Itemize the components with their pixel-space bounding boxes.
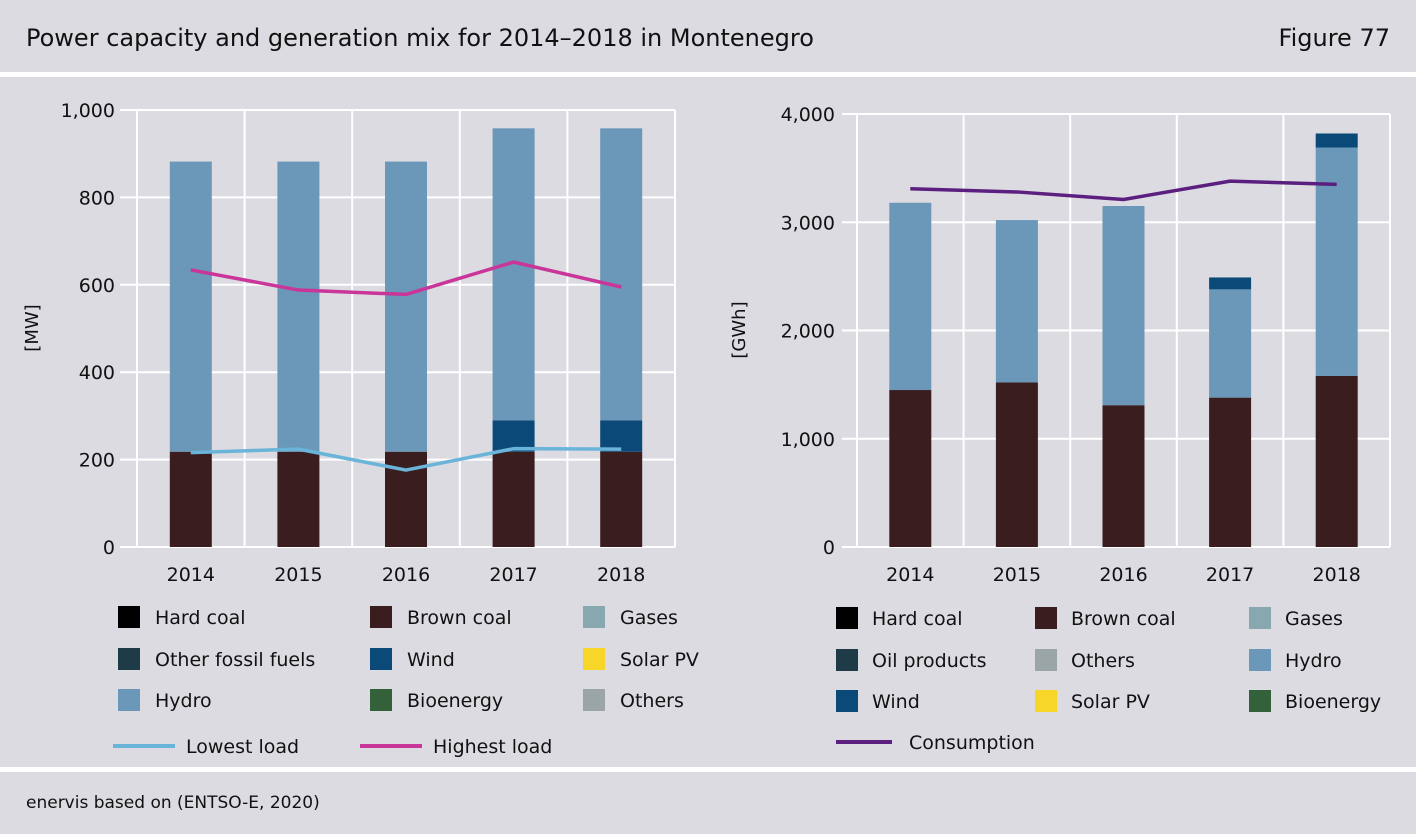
- legend-swatch-brown-coal: [1035, 607, 1057, 629]
- y-axis-label: [MW]: [22, 304, 43, 351]
- y-tick-label: 600: [79, 275, 115, 297]
- y-axis-label: [GWh]: [729, 301, 750, 358]
- y-tick-label: 1,000: [781, 429, 835, 451]
- bar-wind-2017: [1209, 277, 1252, 290]
- bar-brown-coal-2015: [995, 382, 1038, 547]
- legend-label-solar-pv: Solar PV: [1071, 691, 1150, 713]
- legend-swatch-solar-pv: [583, 648, 605, 670]
- legend-label-wind: Wind: [872, 691, 920, 713]
- legend-swatch-hydro: [1249, 649, 1271, 671]
- legend-label-hard-coal: Hard coal: [155, 607, 246, 629]
- top-divider: [0, 72, 1416, 77]
- bar-brown-coal-2018: [600, 451, 643, 547]
- x-tick-label: 2018: [597, 564, 645, 586]
- bar-brown-coal-2015: [277, 451, 320, 547]
- bar-wind-2018: [600, 420, 643, 452]
- x-tick-label: 2015: [993, 564, 1041, 586]
- x-tick-label: 2017: [1206, 564, 1254, 586]
- chart-2: 0 1,000 2,000 3,000 4,000 [GWh] 2014 2015 2016 20…: [729, 104, 1391, 754]
- bar-hydro-2017: [1209, 289, 1252, 398]
- legend-label-consumption: Consumption: [909, 732, 1035, 754]
- legend-label-wind: Wind: [407, 649, 455, 671]
- bar-brown-coal-2017: [492, 451, 535, 547]
- legend-label-others: Others: [1071, 650, 1135, 672]
- legend-swatch-wind: [836, 690, 858, 712]
- x-tick-label: 2015: [274, 564, 322, 586]
- legend-label-bioenergy: Bioenergy: [1285, 691, 1381, 713]
- legend-label-hydro: Hydro: [1285, 650, 1342, 672]
- legend-label-others: Others: [620, 690, 684, 712]
- y-tick-label: 800: [79, 187, 115, 209]
- bar-hydro-2017: [492, 128, 535, 421]
- legend-swatch-solar-pv: [1035, 690, 1057, 712]
- legend-label-lowest-load: Lowest load: [186, 736, 299, 758]
- bar-wind-2017: [492, 420, 535, 452]
- bar-brown-coal-2014: [889, 390, 932, 547]
- page-title: Power capacity and generation mix for 20…: [26, 24, 814, 52]
- bar-wind-2018: [1315, 133, 1358, 148]
- bar-hydro-2016: [1102, 206, 1145, 406]
- bar-brown-coal-2017: [1209, 397, 1252, 547]
- x-tick-label: 2018: [1313, 564, 1361, 586]
- legend-label-other-fossil-fuels: Other fossil fuels: [155, 649, 315, 671]
- y-tick-label: 3,000: [781, 212, 835, 234]
- legend-swatch-others: [1035, 649, 1057, 671]
- legend-swatch-bioenergy: [1249, 690, 1271, 712]
- bar-brown-coal-2016: [1102, 405, 1145, 547]
- bar-hydro-2015: [277, 161, 320, 452]
- legend-swatch-other-fossil-fuels: [118, 648, 140, 670]
- line-consumption: [910, 179, 1337, 202]
- legend-swatch-wind: [370, 648, 392, 670]
- line-lowest-load: [190, 446, 622, 472]
- legend-swatch-hard-coal: [836, 607, 858, 629]
- legend-label-oil-products: Oil products: [872, 650, 987, 672]
- source-note: enervis based on (ENTSO-E, 2020): [26, 793, 320, 813]
- legend-label-solar-pv: Solar PV: [620, 649, 699, 671]
- x-tick-label: 2017: [489, 564, 537, 586]
- bar-brown-coal-2014: [169, 451, 212, 547]
- x-tick-label: 2014: [886, 564, 934, 586]
- legend-swatch-others: [583, 689, 605, 711]
- legend-swatch-bioenergy: [370, 689, 392, 711]
- y-tick-label: 2,000: [781, 321, 835, 343]
- x-tick-label: 2016: [1099, 564, 1147, 586]
- legend-label-hydro: Hydro: [155, 690, 212, 712]
- legend-swatch-brown-coal: [370, 606, 392, 628]
- line-highest-load: [190, 260, 622, 297]
- bar-hydro-2018: [600, 128, 643, 421]
- legend-label-bioenergy: Bioenergy: [407, 690, 503, 712]
- chart-1: 0 200 400 600 800 1,000 [MW] 2014 2015 2016 2017 20…: [22, 100, 699, 758]
- y-tick-label: 0: [823, 537, 835, 559]
- legend-label-highest-load: Highest load: [433, 736, 552, 758]
- bottom-divider: [0, 767, 1416, 772]
- x-tick-label: 2016: [382, 564, 430, 586]
- bar-hydro-2014: [889, 202, 932, 391]
- legend-swatch-hydro: [118, 689, 140, 711]
- bar-hydro-2016: [385, 161, 427, 452]
- legend-label-brown-coal: Brown coal: [1071, 608, 1176, 630]
- x-tick-label: 2014: [167, 564, 215, 586]
- legend-label-brown-coal: Brown coal: [407, 607, 512, 629]
- bar-hydro-2014: [169, 161, 212, 452]
- legend-label-gases: Gases: [620, 607, 678, 629]
- legend-swatch-gases: [583, 606, 605, 628]
- y-tick-label: 0: [103, 537, 115, 559]
- figure-number: Figure 77: [1278, 24, 1390, 52]
- bar-hydro-2018: [1315, 147, 1358, 376]
- y-tick-label: 400: [79, 362, 115, 384]
- y-tick-label: 4,000: [781, 104, 835, 126]
- y-tick-label: 1,000: [61, 100, 115, 122]
- y-tick-label: 200: [79, 450, 115, 472]
- legend-swatch-gases: [1249, 607, 1271, 629]
- bar-hydro-2015: [995, 220, 1038, 383]
- legend-swatch-oil-products: [836, 649, 858, 671]
- legend-label-hard-coal: Hard coal: [872, 608, 963, 630]
- legend-swatch-hard-coal: [118, 606, 140, 628]
- bar-brown-coal-2018: [1315, 375, 1358, 547]
- legend-label-gases: Gases: [1285, 608, 1343, 630]
